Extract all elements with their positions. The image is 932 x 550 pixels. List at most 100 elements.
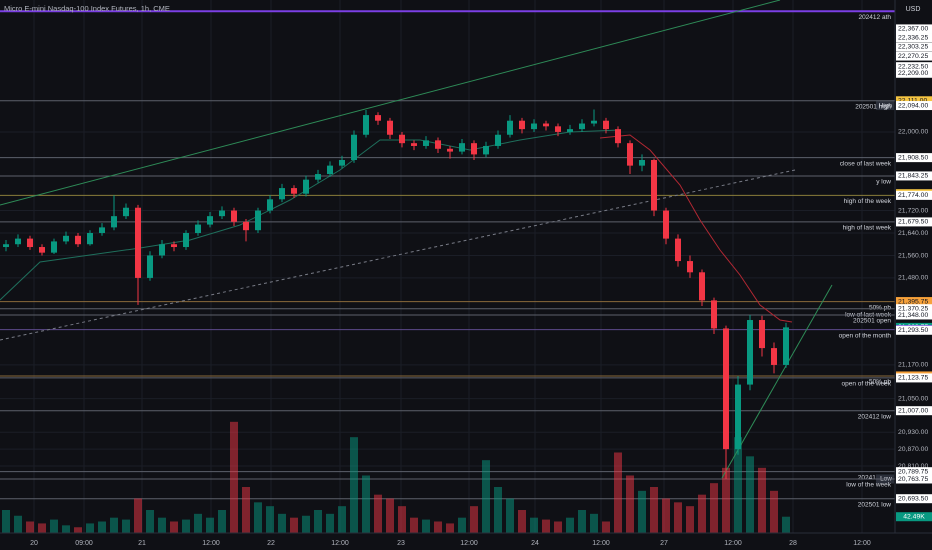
candle-body (435, 140, 441, 149)
volume-bar (626, 475, 634, 533)
volume-bar (734, 437, 742, 533)
candle-body (183, 232, 189, 248)
volume-bar (2, 510, 10, 533)
price-axis: 22,000.00 21,720.00 21,640.00 21,560.00 21,4… (894, 0, 932, 550)
candle-body (195, 224, 201, 233)
candle-body (339, 160, 345, 166)
price-label-box (896, 467, 932, 477)
candle-body (303, 179, 309, 194)
candle-body (147, 255, 153, 278)
volume-bar (218, 510, 226, 533)
volume-bar (134, 498, 142, 533)
volume-bar (530, 517, 538, 533)
candle-body (255, 210, 261, 231)
volume-bar (518, 510, 526, 533)
volume-bar (74, 527, 82, 533)
volume-bar (770, 490, 778, 533)
price-label-box (896, 62, 932, 72)
volume-bar (482, 460, 490, 533)
volume-bar (782, 516, 790, 533)
price-label-box (896, 33, 932, 43)
level-label: high of the week (844, 198, 892, 205)
price-label: 21,843.25 (898, 173, 928, 180)
volume-bar (326, 513, 334, 533)
level-label: High (879, 102, 893, 109)
candle-body (639, 160, 645, 166)
moving-average (599, 134, 793, 323)
candle-body (687, 261, 693, 273)
volume-bar (398, 506, 406, 533)
level-label: 202501 low (858, 501, 892, 508)
volume-bar (542, 519, 550, 533)
price-label: 20,693.50 (898, 495, 928, 502)
x-tick-label: 12:00 (853, 540, 871, 547)
price-label: 22,303.25 (898, 44, 928, 51)
x-tick-label: 22 (267, 540, 275, 547)
candle-body (507, 120, 513, 135)
y-tick-label: 21,480.00 (898, 275, 928, 282)
candle-body (555, 126, 561, 132)
candle-body (411, 143, 417, 146)
price-label: 20,789.75 (898, 468, 928, 475)
price-label-box (896, 153, 932, 163)
volume-label-box (896, 512, 932, 522)
candle-body (231, 210, 237, 222)
volume-bar (38, 523, 46, 533)
candle-body (375, 115, 381, 121)
candle-body (519, 120, 525, 130)
candle-body (423, 140, 429, 146)
volume-bar (50, 519, 58, 533)
level-label: 202412 low (858, 413, 892, 420)
y-tick-label: 21,560.00 (898, 252, 928, 259)
x-tick-label: 28 (789, 540, 797, 547)
candle-body (63, 235, 69, 242)
candle-body (591, 120, 597, 124)
volume-bar (674, 502, 682, 533)
price-label-box (896, 297, 932, 307)
volume-bar (206, 517, 214, 533)
level-label: 202412 ath (858, 14, 891, 21)
x-tick-label: 23 (397, 540, 405, 547)
x-tick-label: 27 (660, 540, 668, 547)
volume-bar (602, 521, 610, 533)
price-label-box (896, 96, 932, 106)
candle-body (735, 384, 741, 450)
candle-body (603, 120, 609, 130)
candle-body (135, 207, 141, 278)
volume-bar (170, 521, 178, 533)
price-label-box (896, 217, 932, 227)
candle-body (3, 244, 9, 248)
price-label: 22,094.00 (898, 102, 928, 109)
candle-body (267, 199, 273, 211)
volume-bar (446, 523, 454, 533)
level-label: 50% pb (869, 304, 891, 311)
level-label: low of the week (846, 482, 892, 489)
x-tick-label: 12:00 (724, 540, 742, 547)
candle-body (783, 327, 789, 365)
volume-bar (62, 525, 70, 533)
price-label-box (896, 68, 932, 78)
candle-body (51, 241, 57, 253)
candle-body (207, 216, 213, 225)
candle-body (291, 188, 297, 194)
trend-line (0, 0, 781, 206)
candle-body (747, 320, 753, 385)
price-label: 22,232.50 (898, 63, 928, 70)
price-label-box (896, 24, 932, 34)
currency: USD (906, 6, 921, 13)
x-tick-label: 21 (138, 540, 146, 547)
candle-body (759, 320, 765, 349)
price-label: 21,908.50 (898, 154, 928, 161)
candle-body (39, 247, 45, 253)
volume-pane (2, 421, 790, 533)
candle-body (351, 134, 357, 161)
volume-bar (194, 513, 202, 533)
candle-body (111, 216, 117, 228)
candle-body (27, 238, 33, 248)
candle-body (315, 174, 321, 180)
candle-body (675, 238, 681, 262)
volume-bar (710, 483, 718, 533)
price-label-box (896, 406, 932, 416)
